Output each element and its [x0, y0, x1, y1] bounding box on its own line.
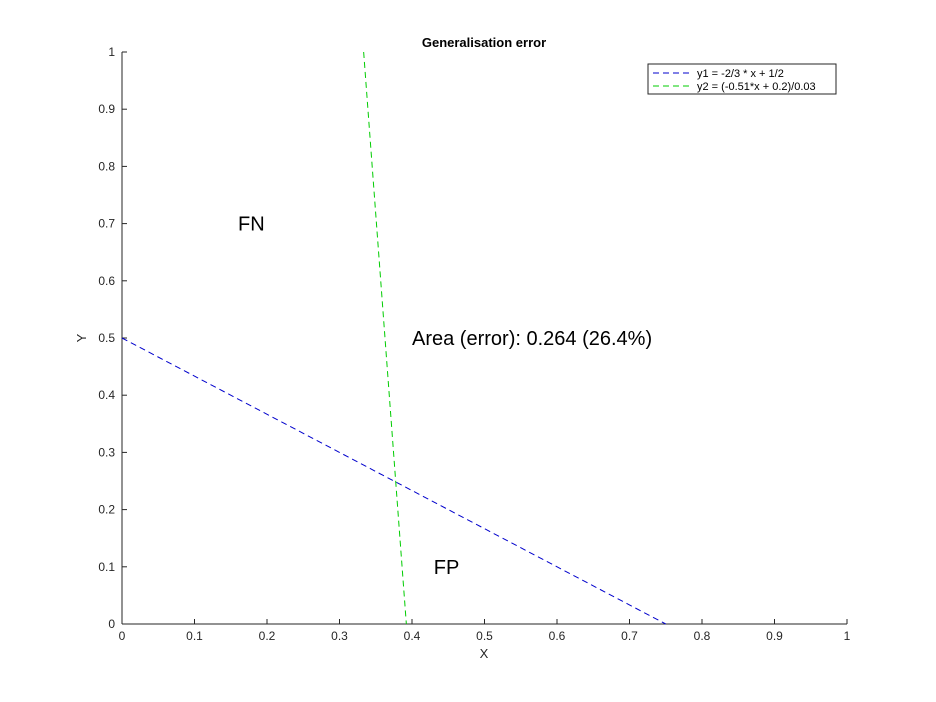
x-tick-label: 0.2	[259, 629, 276, 643]
y-tick-label: 0.9	[98, 102, 115, 116]
annotation-1: FN	[238, 214, 265, 236]
y-tick-label: 0.7	[98, 217, 115, 231]
y-tick-label: 0	[108, 617, 115, 631]
annotations-layer: FN Area (error): 0.264 (26.4%) FP	[238, 214, 652, 579]
x-tick-label: 0.7	[621, 629, 638, 643]
legend-label-1: y1 = -2/3 * x + 1/2	[697, 68, 784, 80]
y-tick-label: 0.5	[98, 331, 115, 345]
y-tick-label: 1	[108, 45, 115, 59]
series-line-1	[121, 337, 666, 625]
y-tick-label: 0.8	[98, 159, 115, 173]
x-tick-label: 0.9	[766, 629, 783, 643]
x-tick-label: 0.8	[694, 629, 711, 643]
y-tick-label: 0.1	[98, 560, 115, 574]
y-axis-ticks: 0 0.1 0.2 0.3 0.4 0.5 0.6 0.7 0.8 0.9 1	[98, 45, 127, 631]
legend-label-2: y2 = (-0.51*x + 0.2)/0.03	[697, 81, 816, 93]
series-layer	[121, 51, 666, 625]
annotation-2: Area (error): 0.264 (26.4%)	[412, 328, 652, 350]
x-tick-label: 0.5	[476, 629, 493, 643]
x-tick-label: 0.3	[331, 629, 348, 643]
x-axis-label: X	[480, 646, 489, 661]
y-tick-label: 0.4	[98, 388, 115, 402]
chart-title: Generalisation error	[422, 35, 546, 50]
legend-box	[647, 63, 837, 95]
x-axis-ticks: 0 0.1 0.2 0.3 0.4 0.5 0.6 0.7 0.8 0.9 1	[119, 619, 851, 643]
legend-entries: y1 = -2/3 * x + 1/2y2 = (-0.51*x + 0.2)/…	[653, 68, 816, 93]
y-tick-label: 0.3	[98, 445, 115, 459]
x-tick-label: 0.6	[549, 629, 566, 643]
y-axis-label: Y	[74, 333, 89, 342]
y-tick-label: 0.6	[98, 274, 115, 288]
y-tick-label: 0.2	[98, 503, 115, 517]
series-line-2	[363, 51, 407, 625]
x-tick-label: 0.4	[404, 629, 421, 643]
x-tick-label: 0.1	[186, 629, 203, 643]
x-tick-label: 0	[119, 629, 126, 643]
annotation-3: FP	[434, 557, 460, 579]
x-tick-label: 1	[844, 629, 851, 643]
legend: y1 = -2/3 * x + 1/2y2 = (-0.51*x + 0.2)/…	[647, 63, 837, 95]
